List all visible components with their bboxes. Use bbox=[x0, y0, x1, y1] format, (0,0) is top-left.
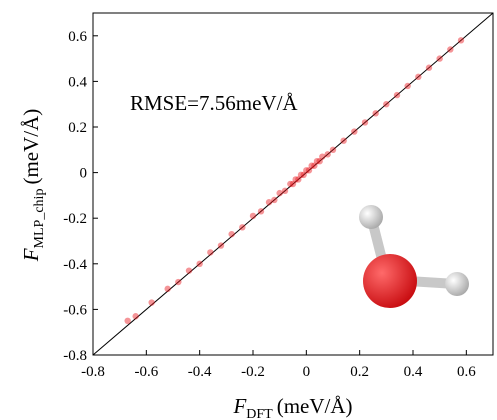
point bbox=[292, 176, 299, 183]
point bbox=[447, 46, 454, 53]
point bbox=[257, 208, 265, 215]
x-tick-label: -0.4 bbox=[188, 364, 212, 380]
point bbox=[265, 199, 273, 206]
point bbox=[124, 317, 131, 324]
y-tick-label: 0.2 bbox=[68, 120, 87, 136]
point bbox=[289, 180, 297, 188]
point bbox=[297, 171, 305, 179]
y-label-unit: (meV/Å) bbox=[19, 109, 43, 185]
y-tick-label: 0 bbox=[80, 166, 88, 182]
diagonal-line bbox=[92, 12, 494, 356]
point bbox=[228, 230, 235, 238]
point bbox=[239, 224, 246, 231]
point bbox=[305, 167, 313, 174]
y-tick-label: 0.4 bbox=[68, 74, 87, 90]
point bbox=[340, 137, 347, 144]
point bbox=[316, 158, 323, 165]
water-molecule bbox=[359, 205, 469, 308]
x-label-unit: (meV/Å) bbox=[277, 394, 353, 418]
point bbox=[436, 55, 443, 62]
point bbox=[287, 180, 294, 188]
point bbox=[207, 249, 214, 256]
point bbox=[217, 242, 225, 249]
point bbox=[295, 176, 302, 183]
x-axis-label: FDFT (meV/Å) bbox=[232, 394, 352, 420]
point bbox=[308, 162, 315, 169]
point bbox=[271, 196, 278, 204]
x-tick-label: 0 bbox=[303, 364, 311, 380]
y-tick-label: -0.4 bbox=[63, 257, 87, 273]
point bbox=[324, 151, 331, 158]
y-tick-label: -0.6 bbox=[63, 302, 87, 318]
x-tick-label: -0.2 bbox=[241, 364, 265, 380]
x-label-subscript: DFT bbox=[246, 407, 273, 420]
point bbox=[311, 162, 318, 169]
point bbox=[329, 146, 337, 153]
x-label-symbol: F bbox=[232, 394, 246, 418]
point bbox=[425, 64, 433, 71]
y-tick-label: 0.6 bbox=[68, 29, 87, 45]
x-tick-label: -0.8 bbox=[81, 364, 105, 380]
point bbox=[361, 119, 369, 126]
point bbox=[148, 299, 155, 306]
point bbox=[196, 260, 203, 267]
point bbox=[175, 278, 182, 286]
y-tick-label: -0.2 bbox=[63, 211, 87, 227]
point bbox=[383, 101, 390, 108]
point bbox=[249, 212, 257, 220]
point bbox=[372, 110, 379, 117]
point bbox=[132, 313, 139, 320]
point bbox=[351, 128, 358, 135]
point bbox=[404, 82, 411, 90]
axes-box bbox=[92, 12, 494, 356]
point bbox=[415, 73, 422, 81]
y-tick-label: -0.8 bbox=[63, 348, 87, 364]
x-tick-label: 0.6 bbox=[457, 364, 476, 380]
y-label-subscript: MLP_chip bbox=[32, 189, 47, 249]
point bbox=[319, 153, 326, 160]
annotation: RMSE=7.56meV/Å bbox=[130, 91, 298, 115]
point bbox=[393, 91, 401, 99]
point bbox=[276, 189, 283, 197]
x-tick-label: -0.6 bbox=[134, 364, 158, 380]
y-axis-label: FMLP_chip (meV/Å) bbox=[19, 109, 47, 263]
point bbox=[303, 167, 310, 174]
x-tick-label: 0.4 bbox=[404, 364, 423, 380]
point bbox=[300, 171, 307, 179]
x-tick-label: 0.2 bbox=[350, 364, 369, 380]
point bbox=[164, 285, 171, 293]
point bbox=[313, 158, 321, 165]
point bbox=[281, 187, 289, 195]
y-label-symbol: F bbox=[19, 248, 43, 262]
plot-area: -0.8 -0.6 -0.4 -0.2 0 0.2 0.4 0.6 -0.8 -0.6 -0.4 -0… bbox=[63, 12, 494, 380]
point bbox=[185, 267, 193, 274]
point bbox=[457, 37, 465, 44]
